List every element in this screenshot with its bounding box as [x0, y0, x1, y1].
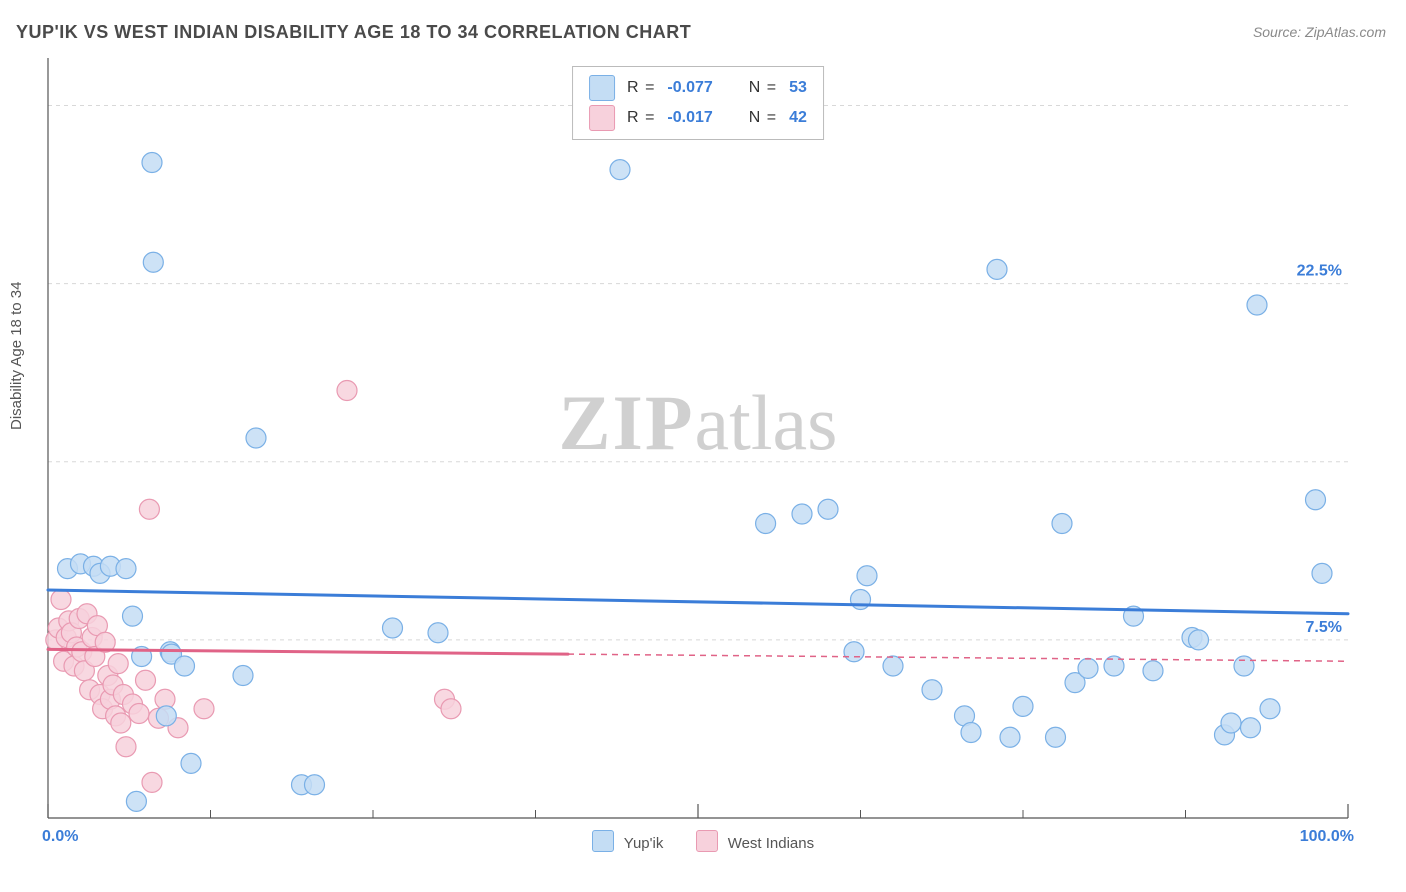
corr-r-yupik: -0.077 — [667, 79, 712, 97]
legend-label-yupik: Yup'ik — [624, 835, 664, 852]
n-letter: N — [749, 79, 762, 96]
source-attribution: Source: ZipAtlas.com — [1253, 24, 1386, 40]
correlation-legend: R = -0.077 N = 53 R = -0.017 N = 42 — [572, 66, 824, 140]
chart-title: YUP'IK VS WEST INDIAN DISABILITY AGE 18 … — [16, 22, 691, 43]
eq-sign: = — [767, 109, 777, 126]
corr-n-label: N = — [749, 109, 777, 127]
corr-r-label: R = — [627, 79, 655, 97]
corr-row-yupik: R = -0.077 N = 53 — [589, 73, 807, 103]
eq-sign: = — [767, 79, 777, 96]
r-letter: R — [627, 109, 640, 126]
eq-sign: = — [645, 79, 655, 96]
n-letter: N — [749, 109, 762, 126]
source-prefix: Source: — [1253, 24, 1305, 40]
swatch-westindians — [696, 830, 718, 852]
corr-n-westindians: 42 — [789, 109, 807, 127]
source-name: ZipAtlas.com — [1305, 24, 1386, 40]
legend-item-westindians: West Indians — [696, 830, 815, 852]
corr-n-label: N = — [749, 79, 777, 97]
corr-n-yupik: 53 — [789, 79, 807, 97]
r-letter: R — [627, 79, 640, 96]
swatch-yupik — [589, 75, 615, 101]
series-legend: Yup'ik West Indians — [0, 830, 1406, 852]
y-axis-label: Disability Age 18 to 34 — [8, 282, 25, 430]
legend-label-westindians: West Indians — [728, 835, 814, 852]
scatter-plot: 7.5%22.5% ZIPatlas R = -0.077 N = 53 R =… — [48, 58, 1348, 818]
svg-text:7.5%: 7.5% — [1306, 619, 1342, 636]
svg-text:22.5%: 22.5% — [1297, 263, 1342, 280]
legend-item-yupik: Yup'ik — [592, 830, 663, 852]
eq-sign: = — [645, 109, 655, 126]
plot-svg: 7.5% 22.5% — [48, 58, 1348, 818]
swatch-yupik — [592, 830, 614, 852]
corr-row-westindians: R = -0.017 N = 42 — [589, 103, 807, 133]
swatch-westindians — [589, 105, 615, 131]
corr-r-label: R = — [627, 109, 655, 127]
corr-r-westindians: -0.017 — [667, 109, 712, 127]
